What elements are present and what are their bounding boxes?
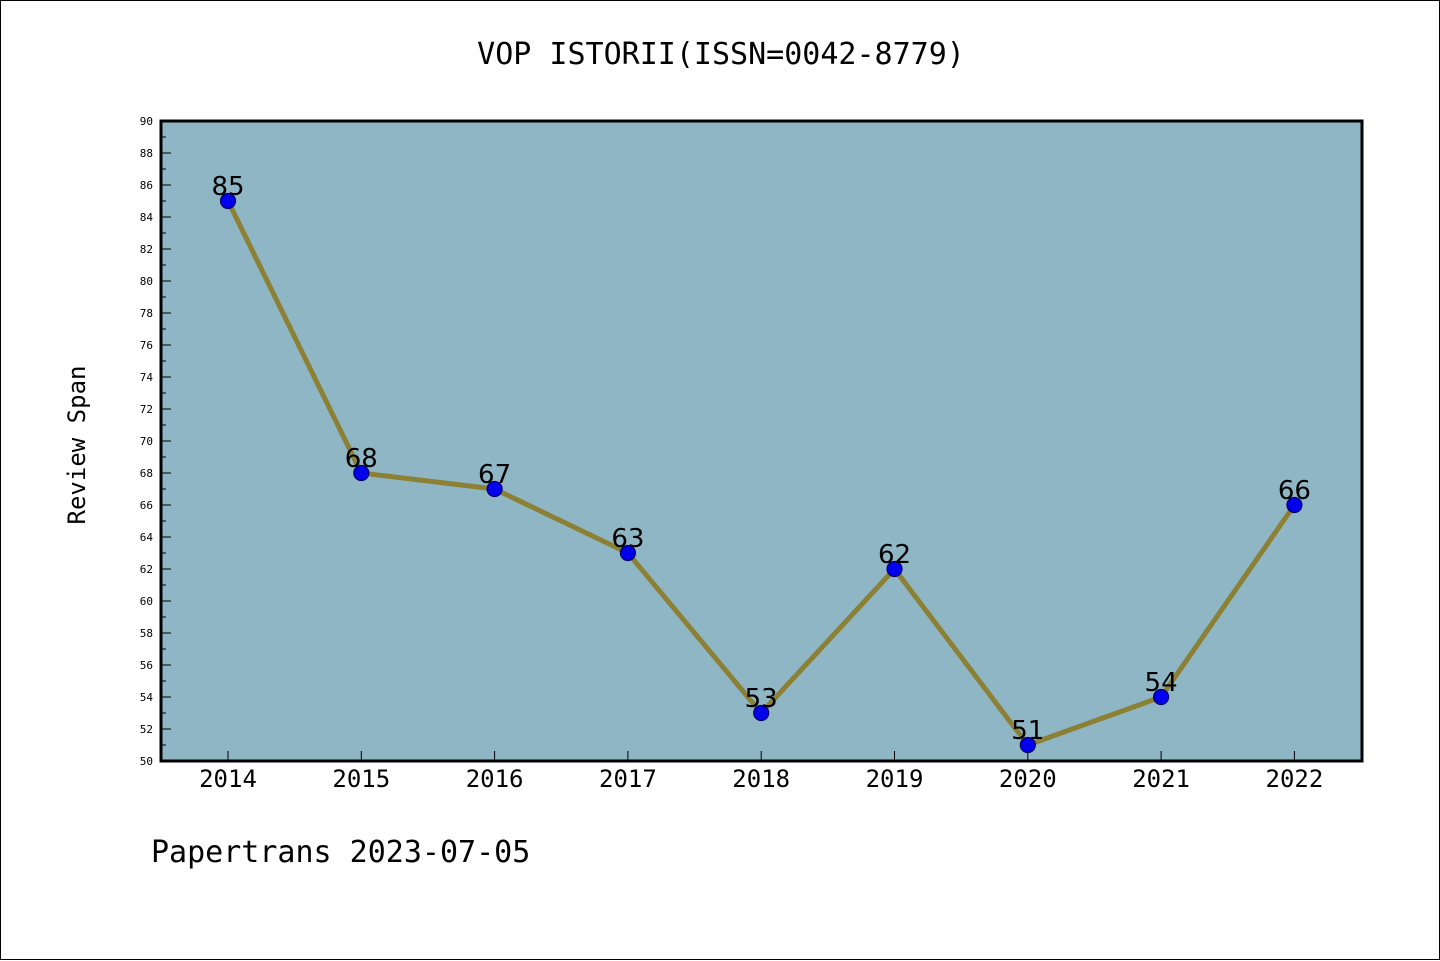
data-label: 67 bbox=[478, 460, 511, 490]
y-tick-label: 68 bbox=[140, 467, 153, 480]
y-tick-label: 54 bbox=[140, 691, 154, 704]
y-tick-label: 66 bbox=[140, 499, 153, 512]
y-tick-label: 88 bbox=[140, 147, 153, 160]
x-tick-label: 2020 bbox=[999, 765, 1057, 793]
x-tick-label: 2018 bbox=[732, 765, 790, 793]
y-tick-label: 76 bbox=[140, 339, 153, 352]
y-tick-label: 72 bbox=[140, 403, 153, 416]
x-tick-label: 2015 bbox=[332, 765, 390, 793]
x-tick-label: 2014 bbox=[199, 765, 257, 793]
plot-area bbox=[159, 119, 1364, 763]
data-label: 63 bbox=[611, 524, 644, 554]
y-axis-ticks: 50 52 54 56 58 60 62 64 66 68 70 72 74 76 78 80 82 84 86 88… bbox=[140, 115, 171, 768]
x-axis-ticks: 2014 2015 2016 2017 2018 2019 2020 2021 2022 bbox=[199, 751, 1323, 793]
y-tick-label: 60 bbox=[140, 595, 153, 608]
y-tick-label: 84 bbox=[140, 211, 154, 224]
y-tick-label: 78 bbox=[140, 307, 153, 320]
data-point bbox=[886, 560, 903, 578]
data-point bbox=[619, 544, 637, 562]
data-label: 68 bbox=[345, 444, 378, 474]
data-label: 62 bbox=[878, 540, 911, 570]
data-point bbox=[1019, 736, 1036, 754]
footer-stamp: Papertrans 2023-07-05 bbox=[151, 835, 531, 870]
data-label: 53 bbox=[745, 684, 778, 714]
chart-title: VOP ISTORII(ISSN=0042-8779) bbox=[477, 37, 965, 72]
data-label: 66 bbox=[1278, 476, 1311, 506]
y-tick-label: 50 bbox=[140, 755, 153, 768]
data-label: 54 bbox=[1145, 668, 1178, 698]
x-tick-label: 2022 bbox=[1266, 765, 1324, 793]
data-point bbox=[486, 480, 503, 498]
y-tick-label: 64 bbox=[140, 531, 154, 544]
y-tick-label: 70 bbox=[140, 435, 153, 448]
data-point bbox=[219, 192, 237, 210]
data-label: 85 bbox=[211, 172, 244, 202]
x-tick-label: 2016 bbox=[466, 765, 524, 793]
data-point bbox=[1152, 688, 1170, 706]
y-tick-label: 56 bbox=[140, 659, 153, 672]
data-label: 51 bbox=[1011, 716, 1044, 746]
x-tick-label: 2019 bbox=[866, 765, 924, 793]
series-layer: 85 68 67 63 53 62 51 54 66 bbox=[211, 172, 1311, 754]
y-tick-label: 80 bbox=[140, 275, 153, 288]
data-point bbox=[753, 704, 770, 722]
data-point bbox=[353, 464, 370, 482]
x-tick-label: 2017 bbox=[599, 765, 657, 793]
y-tick-label: 52 bbox=[140, 723, 153, 736]
y-tick-label: 82 bbox=[140, 243, 153, 256]
data-point bbox=[1286, 496, 1303, 514]
y-tick-label: 90 bbox=[140, 115, 153, 128]
y-tick-label: 62 bbox=[140, 563, 153, 576]
y-tick-label: 58 bbox=[140, 627, 153, 640]
x-tick-label: 2021 bbox=[1132, 765, 1190, 793]
y-tick-label: 74 bbox=[140, 371, 154, 384]
y-tick-label: 86 bbox=[140, 179, 153, 192]
